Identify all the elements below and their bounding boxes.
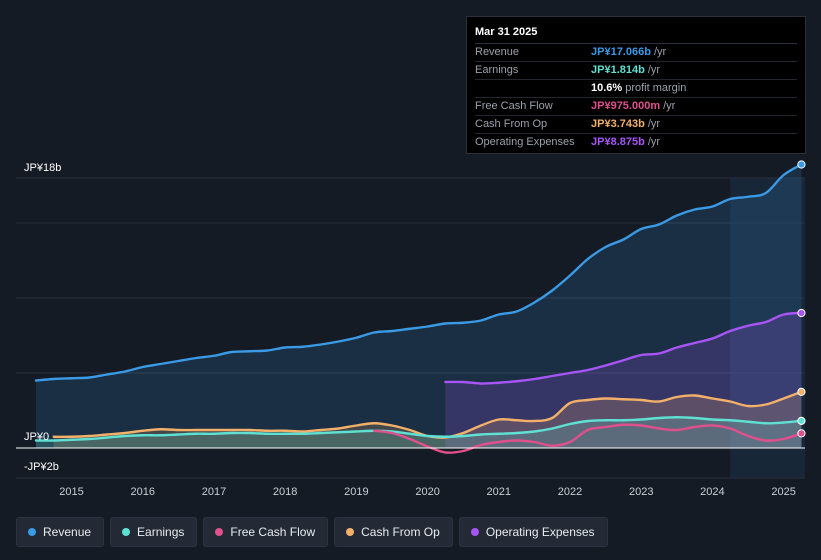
tooltip-row-label: Revenue xyxy=(475,46,520,58)
y-label-bottom: -JP¥2b xyxy=(24,461,59,473)
x-tick-label: 2017 xyxy=(202,486,226,498)
x-tick-label: 2016 xyxy=(131,486,155,498)
tooltip-row-label: Free Cash Flow xyxy=(475,100,553,112)
x-tick-label: 2019 xyxy=(344,486,368,498)
tooltip-row-unit: /yr xyxy=(653,46,667,58)
x-tick-label: 2015 xyxy=(59,486,83,498)
legend-label: Revenue xyxy=(43,525,92,539)
x-tick-label: 2024 xyxy=(700,486,724,498)
area-operating-expenses xyxy=(445,313,802,448)
tooltip-row-unit: /yr xyxy=(647,118,661,130)
series-areas xyxy=(35,164,802,448)
line-revenue xyxy=(34,163,803,382)
tooltip-row-label: Cash From Op xyxy=(475,118,548,130)
area-earnings xyxy=(35,417,802,448)
tooltip-row-value: JP¥1.814b xyxy=(591,64,645,76)
end-marker-revenue xyxy=(797,160,806,169)
legend-dot-icon xyxy=(470,528,479,536)
legend-item-free-cash-flow[interactable]: Free Cash Flow xyxy=(203,517,329,547)
tooltip-date: Mar 31 2025 xyxy=(475,23,797,44)
legend-label: Free Cash Flow xyxy=(230,525,316,539)
x-tick-label: 2023 xyxy=(629,486,653,498)
y-label-zero: JP¥0 xyxy=(24,431,49,443)
legend-item-revenue[interactable]: Revenue xyxy=(16,517,105,547)
legend-dot-icon xyxy=(215,528,224,536)
tooltip-row: Free Cash Flow JP¥975.000m/yr xyxy=(475,98,797,116)
tooltip-row-value: JP¥3.743b xyxy=(591,118,645,130)
tooltip-row-unit: /yr xyxy=(647,136,661,148)
x-tick-label: 2021 xyxy=(487,486,511,498)
tooltip-row-value: JP¥8.875b xyxy=(591,136,645,148)
area-revenue xyxy=(35,164,802,448)
legend-dot-icon xyxy=(28,528,36,536)
end-marker-operating-expenses xyxy=(797,308,806,318)
legend-label: Earnings xyxy=(137,525,185,539)
y-label-top: JP¥18b xyxy=(24,162,61,174)
end-marker-cash-from-op xyxy=(797,387,806,396)
x-axis: 2015 2016 2017 2018 2019 2020 2021 2022 2023 2024… xyxy=(59,486,796,498)
tooltip-row: Revenue JP¥17.066b/yr xyxy=(475,44,797,62)
legend-item-earnings[interactable]: Earnings xyxy=(110,517,198,547)
tooltip-row-unit: /yr xyxy=(663,100,676,112)
tooltip-row-label: Earnings xyxy=(475,64,519,76)
tooltip-row-label xyxy=(475,80,591,97)
tooltip-row-unit: profit margin xyxy=(625,82,687,94)
legend-item-cash-from-op[interactable]: Cash From Op xyxy=(334,517,453,547)
tooltip-row: 10.6% profit margin xyxy=(475,80,797,98)
tooltip-row: Cash From Op JP¥3.743b/yr xyxy=(475,116,797,134)
end-marker-earnings xyxy=(797,416,806,425)
tooltip-row: Operating Expenses JP¥8.875b/yr xyxy=(475,134,797,151)
line-free-cash-flow xyxy=(372,423,803,454)
tooltip-row-unit: /yr xyxy=(647,64,661,76)
x-tick-label: 2025 xyxy=(771,486,795,498)
legend: Revenue Earnings Free Cash Flow Cash From O… xyxy=(16,517,608,547)
x-tick-label: 2022 xyxy=(558,486,582,498)
gridlines xyxy=(16,177,805,479)
line-operating-expenses xyxy=(444,311,803,385)
x-tick-label: 2020 xyxy=(415,486,439,498)
legend-dot-icon xyxy=(346,528,355,536)
tooltip-row-value: 10.6% xyxy=(591,82,623,94)
line-earnings xyxy=(34,416,803,442)
tooltip-row-value: JP¥17.066b xyxy=(591,46,651,58)
tooltip-row-label: Operating Expenses xyxy=(475,136,575,148)
legend-label: Operating Expenses xyxy=(485,525,595,539)
legend-item-operating-expenses[interactable]: Operating Expenses xyxy=(458,517,608,547)
legend-label: Cash From Op xyxy=(361,525,440,539)
x-tick-label: 2018 xyxy=(273,486,297,498)
tooltip-row: Earnings JP¥1.814b/yr xyxy=(475,62,797,80)
series-lines xyxy=(34,163,803,454)
end-marker-free-cash-flow xyxy=(797,429,806,438)
tooltip-panel: Mar 31 2025 Revenue JP¥17.066b/yr Earnings… xyxy=(466,16,806,154)
series-end-markers xyxy=(797,160,806,438)
tooltip-row-value: JP¥975.000m xyxy=(591,100,661,112)
legend-dot-icon xyxy=(122,528,131,536)
